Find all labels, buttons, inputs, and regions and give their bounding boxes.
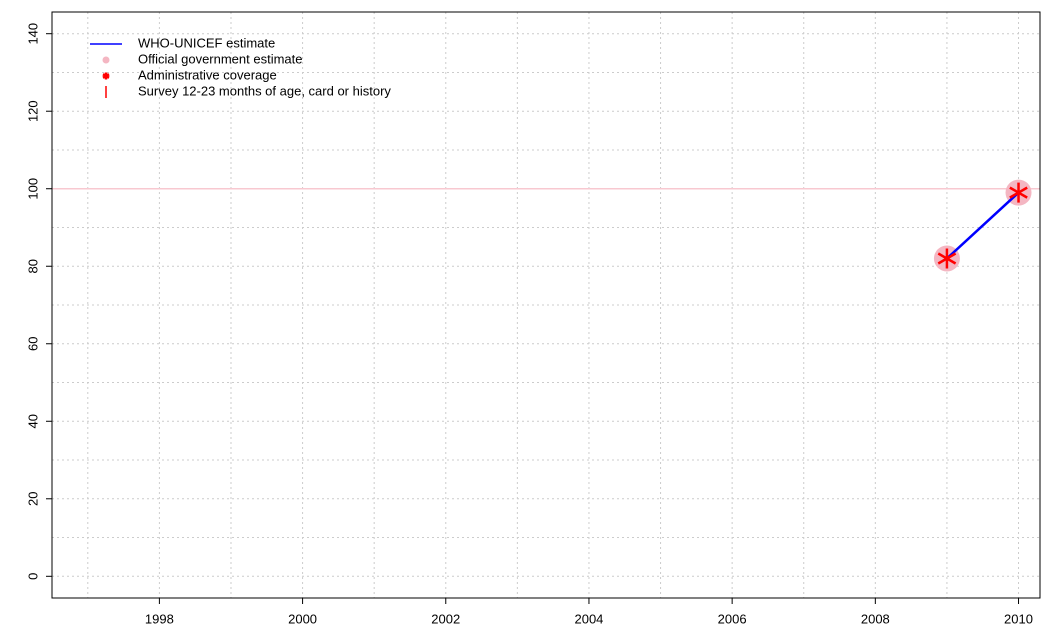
legend-label: Administrative coverage bbox=[138, 67, 277, 82]
x-tick-label: 2006 bbox=[718, 611, 747, 626]
legend-item: Administrative coverage bbox=[102, 67, 277, 82]
y-tick-label: 80 bbox=[25, 259, 40, 273]
admin-point bbox=[937, 248, 957, 269]
asterisk-stroke bbox=[1009, 186, 1028, 199]
legend-label: Survey 12-23 months of age, card or hist… bbox=[138, 83, 391, 98]
asterisk-stroke bbox=[937, 252, 957, 265]
x-tick-label: 2010 bbox=[1004, 611, 1033, 626]
x-tick-label: 2002 bbox=[431, 611, 460, 626]
x-tick-label: 1998 bbox=[145, 611, 174, 626]
legend-key bbox=[102, 72, 110, 80]
legend-label: WHO-UNICEF estimate bbox=[138, 35, 275, 50]
y-tick-label: 140 bbox=[25, 23, 40, 45]
legend-item: Survey 12-23 months of age, card or hist… bbox=[105, 83, 391, 98]
legend-item: WHO-UNICEF estimate bbox=[90, 35, 275, 50]
y-tick-label: 120 bbox=[25, 100, 40, 122]
admin-point bbox=[1009, 182, 1028, 203]
y-tick-label: 60 bbox=[25, 337, 40, 351]
y-tick-label: 100 bbox=[25, 178, 40, 200]
legend-label: Official government estimate bbox=[138, 51, 303, 66]
x-tick-label: 2004 bbox=[574, 611, 603, 626]
x-tick-label: 2008 bbox=[861, 611, 890, 626]
x-tick-label: 2000 bbox=[288, 611, 317, 626]
legend-item: Official government estimate bbox=[102, 51, 303, 66]
y-tick-label: 20 bbox=[25, 492, 40, 506]
asterisk-stroke bbox=[102, 73, 110, 79]
plot-frame bbox=[51, 11, 1041, 599]
legend-key bbox=[102, 56, 110, 64]
y-tick-label: 0 bbox=[25, 573, 40, 580]
estimate-line bbox=[946, 191, 1020, 260]
y-tick-label: 40 bbox=[25, 414, 40, 428]
